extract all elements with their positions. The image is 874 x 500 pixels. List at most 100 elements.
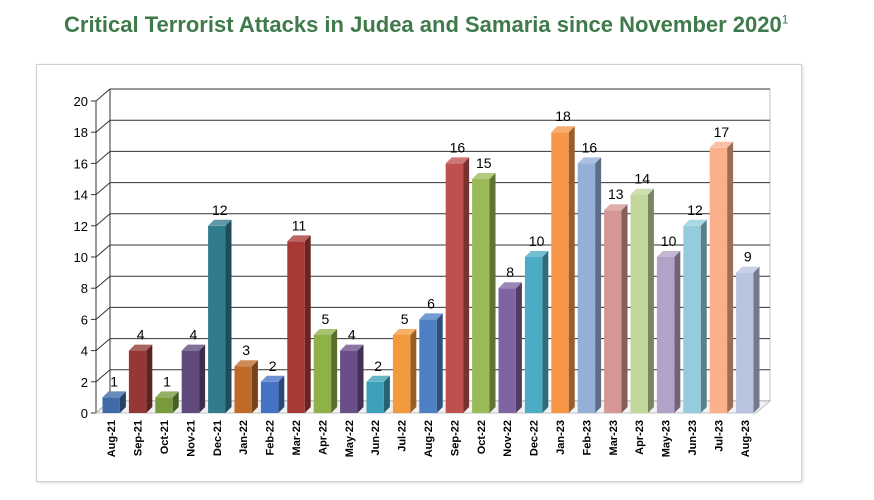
data-label: 8: [506, 264, 514, 280]
bar: [392, 335, 411, 413]
y-tick-label: 8: [81, 281, 88, 296]
bar: [524, 257, 543, 413]
data-label: 17: [714, 124, 730, 140]
bar-top: [472, 173, 496, 179]
bar-side: [621, 204, 628, 413]
bar-side: [251, 360, 258, 413]
footnote-marker: 1: [781, 12, 789, 27]
y-tick-label: 14: [74, 188, 88, 203]
bar-top: [234, 360, 258, 367]
bar: [656, 257, 675, 413]
data-label: 3: [242, 342, 250, 358]
bar: [128, 350, 147, 413]
bar: [340, 350, 358, 413]
bar-side: [727, 141, 734, 414]
x-tick-label: Jul-23: [713, 420, 725, 452]
y-tick-label: 18: [74, 125, 88, 140]
bar: [208, 225, 226, 413]
x-tick-label: May-22: [344, 420, 356, 457]
x-tick-label: Apr-23: [634, 420, 646, 455]
bar-side: [410, 329, 417, 413]
bar-top: [155, 391, 179, 398]
y-tick-label: 4: [81, 344, 88, 359]
bar-side: [304, 235, 311, 413]
x-tick-label: Oct-22: [476, 420, 488, 454]
bar-side: [278, 375, 285, 413]
bar: [577, 163, 596, 413]
data-label: 16: [450, 139, 466, 155]
bar-top: [128, 344, 153, 351]
data-label: 4: [348, 327, 356, 343]
bar: [472, 179, 490, 413]
bar-side: [119, 391, 126, 413]
x-tick-label: Jan-23: [555, 420, 567, 455]
gridline-depth: [95, 307, 111, 320]
bar-side: [383, 375, 390, 413]
x-tick-label: Sep-21: [133, 420, 145, 456]
data-label: 1: [163, 373, 171, 389]
x-tick-label: Nov-21: [185, 420, 197, 457]
x-tick-label: Aug-21: [106, 420, 118, 457]
bar-top: [366, 375, 390, 382]
bar-side: [647, 188, 654, 413]
bar-side: [331, 329, 338, 413]
bar: [155, 397, 173, 413]
bar-top: [445, 157, 470, 164]
data-label: 13: [608, 186, 624, 202]
bar-top: [577, 157, 602, 164]
x-tick-label: May-23: [661, 420, 673, 457]
data-label: 5: [322, 311, 330, 327]
x-tick-label: Dec-22: [529, 420, 541, 456]
bar: [366, 381, 384, 413]
data-label: 10: [529, 233, 545, 249]
bar-side: [146, 344, 153, 413]
y-tick-label: 10: [74, 250, 88, 265]
bar-side: [489, 173, 496, 413]
bar-side: [542, 251, 549, 413]
bar-side: [436, 313, 443, 413]
data-label: 4: [190, 327, 198, 343]
gridline-depth: [95, 338, 111, 351]
bar-side: [568, 126, 575, 413]
bar-side: [515, 282, 522, 413]
x-tick-label: Oct-21: [159, 420, 171, 454]
bar-top: [208, 219, 232, 226]
gridline-depth: [95, 275, 111, 289]
x-tick-label: Nov-22: [502, 420, 514, 457]
x-tick-label: Jul-22: [397, 420, 409, 452]
bar: [181, 350, 200, 413]
bar: [630, 194, 648, 413]
bar: [498, 288, 516, 413]
bar-side: [199, 344, 206, 413]
data-label: 9: [744, 249, 752, 265]
bar-top: [340, 344, 364, 351]
bar-side: [357, 344, 364, 413]
bar-top: [630, 188, 654, 195]
x-tick-label: Mar-22: [291, 420, 303, 455]
x-tick-label: Dec-21: [212, 420, 224, 456]
bar-side: [674, 251, 681, 413]
y-tick-label: 6: [81, 312, 88, 327]
bar-top: [683, 219, 707, 226]
x-tick-label: Mar-23: [608, 420, 620, 455]
bar-side: [753, 266, 760, 413]
x-tick-label: Apr-22: [317, 420, 329, 455]
x-tick-label: Sep-22: [449, 420, 461, 456]
bar-top: [287, 235, 311, 242]
bar-top: [419, 313, 443, 320]
bar: [260, 381, 279, 413]
x-tick-label: Aug-22: [423, 420, 435, 457]
y-tick-label: 12: [74, 219, 88, 234]
data-label: 6: [427, 295, 435, 311]
gridline-depth: [95, 182, 111, 195]
data-label: 4: [137, 327, 145, 343]
y-tick-label: 2: [81, 375, 88, 390]
bar-top: [604, 204, 628, 211]
bar-top: [260, 375, 285, 382]
data-label: 18: [555, 108, 571, 124]
bar: [445, 163, 464, 413]
bar-top: [181, 344, 206, 351]
bar-top: [656, 251, 681, 257]
x-tick-label: Feb-23: [581, 420, 593, 455]
data-label: 2: [374, 358, 382, 374]
